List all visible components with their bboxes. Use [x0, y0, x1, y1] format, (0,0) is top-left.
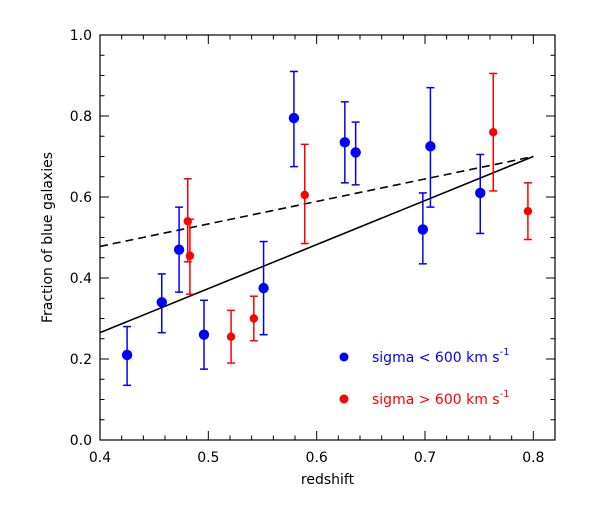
legend-label-low-sigma: sigma < 600 km s-1	[372, 347, 510, 366]
y-axis-label: Fraction of blue galaxies	[40, 152, 56, 323]
x-tick-label: 0.4	[89, 450, 111, 466]
data-point-low-sigma	[288, 112, 300, 124]
y-tick-label: 0.0	[70, 433, 92, 449]
x-tick-label: 0.5	[197, 450, 219, 466]
data-point-high-sigma	[523, 206, 533, 216]
data-points	[121, 112, 533, 361]
data-point-low-sigma	[258, 282, 269, 294]
y-tick-label: 0.2	[70, 352, 92, 368]
y-tick-label: 0.8	[70, 109, 92, 125]
x-tick-label: 0.6	[306, 450, 328, 466]
data-point-low-sigma	[156, 297, 167, 308]
legend-marker-high-sigma	[339, 394, 349, 404]
data-point-high-sigma	[489, 128, 498, 137]
data-point-low-sigma	[350, 147, 361, 158]
legend-marker-low-sigma	[339, 352, 349, 362]
y-tick-label: 0.6	[70, 190, 92, 206]
data-point-low-sigma	[198, 329, 210, 340]
y-tick-label: 1.0	[70, 28, 92, 44]
dashed-fit-line	[99, 155, 534, 248]
legend-label-high-sigma-main: sigma > 600 km s	[372, 392, 500, 408]
axis-ticks	[99, 34, 555, 441]
data-point-low-sigma	[121, 349, 133, 361]
x-axis-label: redshift	[301, 472, 355, 488]
tick-labels: 0.4 0.5 0.6 0.7 0.8 0.0 0.2 0.4 0.6 0.8 1.0	[70, 28, 545, 466]
x-tick-label: 0.8	[522, 450, 544, 466]
data-point-high-sigma	[226, 332, 236, 341]
data-point-low-sigma	[339, 137, 351, 148]
data-point-low-sigma	[417, 224, 429, 235]
legend-entry-low-sigma: sigma < 600 km s-1	[339, 347, 510, 366]
legend: sigma < 600 km s-1 sigma > 600 km s-1	[339, 347, 510, 408]
solid-fit-line	[99, 155, 534, 334]
data-point-high-sigma	[183, 217, 192, 226]
fit-lines	[99, 155, 534, 334]
legend-label-low-sigma-superscript: -1	[500, 347, 510, 358]
legend-label-low-sigma-main: sigma < 600 km s	[372, 350, 500, 366]
data-point-high-sigma	[249, 314, 259, 323]
data-point-low-sigma	[475, 187, 486, 199]
legend-label-high-sigma-superscript: -1	[500, 389, 510, 400]
data-point-high-sigma	[300, 190, 309, 200]
legend-label-high-sigma: sigma > 600 km s-1	[372, 389, 510, 408]
data-point-low-sigma	[173, 244, 185, 255]
y-tick-label: 0.4	[70, 271, 92, 287]
data-point-high-sigma	[185, 251, 195, 260]
data-point-low-sigma	[425, 141, 436, 152]
x-tick-label: 0.7	[414, 450, 436, 466]
legend-entry-high-sigma: sigma > 600 km s-1	[339, 389, 510, 408]
